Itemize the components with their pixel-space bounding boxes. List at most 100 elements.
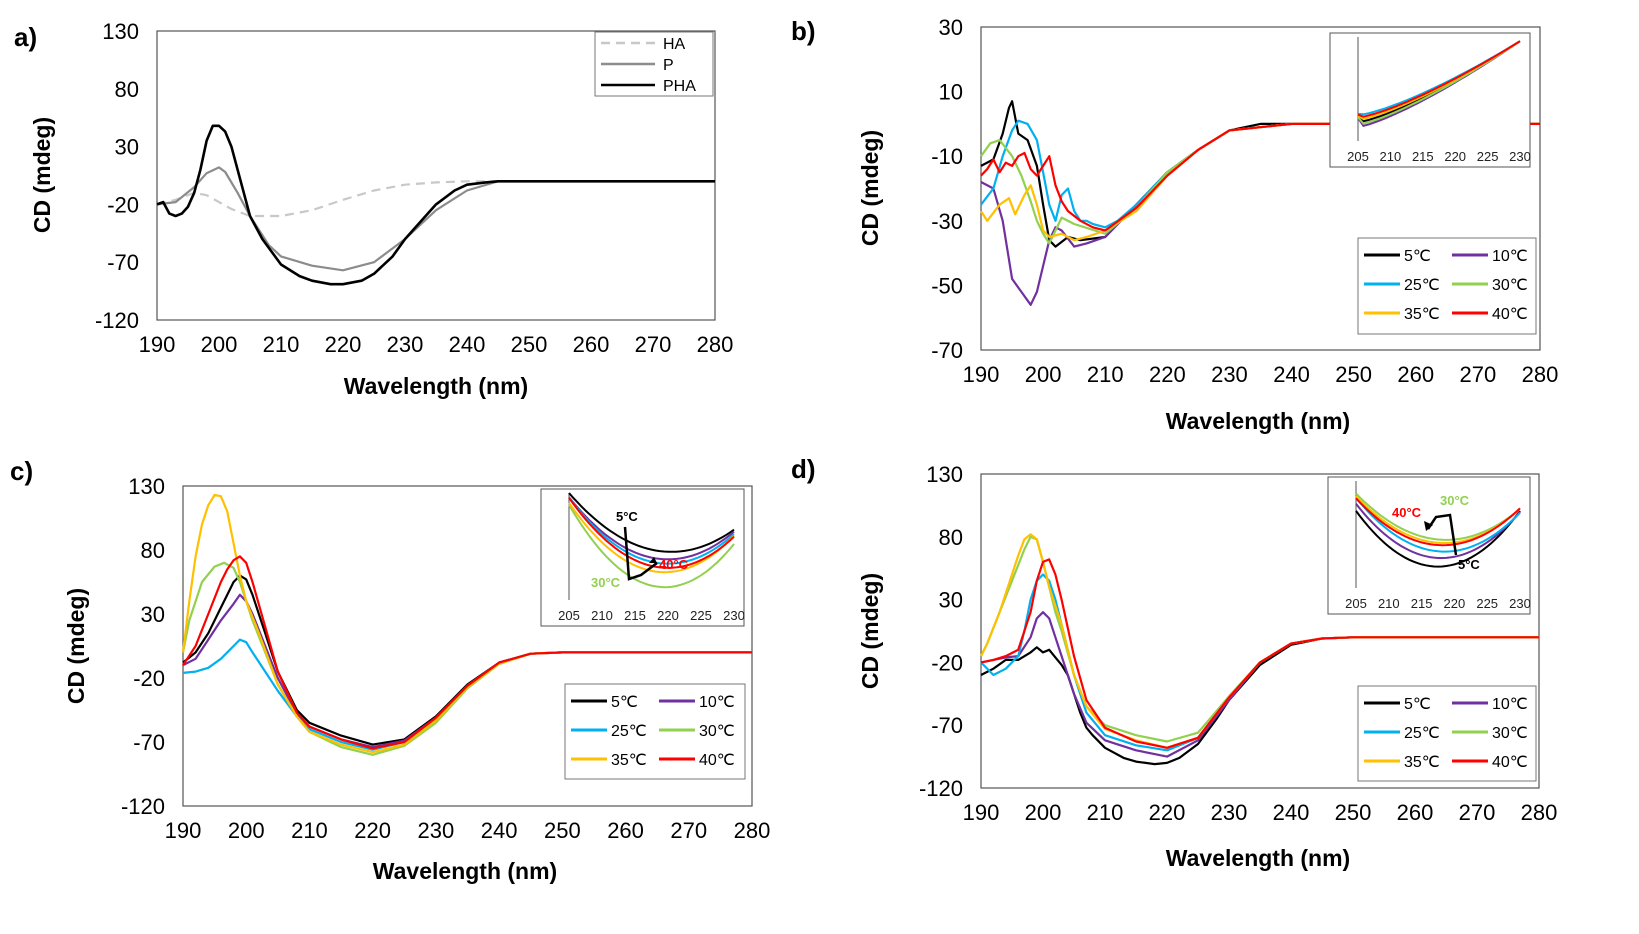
plot-frame bbox=[980, 26, 1541, 351]
y-tick-label: -20 bbox=[931, 650, 963, 675]
x-tick-label: 270 bbox=[1459, 800, 1496, 825]
legend-entry: 30℃ bbox=[1492, 277, 1528, 294]
panel-d: d) -120 -70 -20 30 80 130 190 200 210 220 230 240 250… bbox=[791, 454, 1557, 871]
inset-x-tick-label: 210 bbox=[1380, 149, 1402, 164]
inset-x-tick-label: 230 bbox=[1509, 149, 1531, 164]
x-tick-label: 280 bbox=[697, 332, 734, 357]
legend-entry: 25℃ bbox=[1404, 277, 1440, 294]
x-tick-label: 190 bbox=[165, 818, 202, 843]
y-tick-label: -30 bbox=[931, 209, 963, 234]
inset-plot: 205 210 215 220 225 230 5°C 30°C 40°C bbox=[1327, 476, 1531, 615]
legend-entry: 40℃ bbox=[1492, 306, 1528, 323]
panel-b: b) -70 -50 -30 -10 10 30 190 200 210 220 230 240 250 2… bbox=[791, 15, 1558, 434]
inset-curve-1 bbox=[568, 496, 735, 561]
inset-x-tick-label: 205 bbox=[1347, 149, 1369, 164]
x-tick-label: 270 bbox=[670, 818, 707, 843]
x-tick-label: 190 bbox=[139, 332, 176, 357]
legend-entry: HA bbox=[663, 36, 686, 53]
inset-curve-0 bbox=[1355, 510, 1521, 568]
y-tick-label: 80 bbox=[115, 77, 139, 102]
panel-label: b) bbox=[791, 16, 816, 46]
x-axis-label: Wavelength (nm) bbox=[344, 373, 528, 399]
inset-annotation: 40°C bbox=[1392, 505, 1422, 520]
y-axis-label: CD (mdeg) bbox=[63, 588, 89, 704]
inset-x-tick-label: 225 bbox=[1476, 596, 1498, 611]
x-tick-label: 250 bbox=[1335, 800, 1372, 825]
panel-label: d) bbox=[791, 454, 816, 484]
legend: 5℃ 10℃ 25℃ 30℃ 35℃ 40℃ bbox=[564, 683, 746, 780]
inset-curve-3 bbox=[568, 504, 735, 589]
y-tick-label: -70 bbox=[133, 730, 165, 755]
x-tick-label: 260 bbox=[1397, 362, 1434, 387]
y-axis-label: CD (mdeg) bbox=[29, 117, 55, 233]
x-tick-label: 280 bbox=[1521, 800, 1558, 825]
legend-entry: 5℃ bbox=[1404, 696, 1431, 713]
legend-entry: P bbox=[663, 57, 674, 74]
inset-curve-3 bbox=[1355, 492, 1521, 541]
x-tick-label: 220 bbox=[1149, 362, 1186, 387]
x-tick-label: 230 bbox=[387, 332, 424, 357]
x-tick-label: 270 bbox=[1460, 362, 1497, 387]
y-tick-label: -20 bbox=[107, 192, 139, 217]
x-tick-label: 260 bbox=[1397, 800, 1434, 825]
inset-x-tick-label: 220 bbox=[1444, 596, 1466, 611]
x-tick-label: 210 bbox=[291, 818, 328, 843]
y-tick-label: -20 bbox=[133, 666, 165, 691]
inset-x-tick-label: 210 bbox=[591, 608, 613, 623]
x-axis-label: Wavelength (nm) bbox=[373, 858, 557, 884]
inset-x-tick-label: 205 bbox=[1345, 596, 1367, 611]
series-line-1 bbox=[156, 166, 715, 272]
x-tick-label: 250 bbox=[511, 332, 548, 357]
x-tick-label: 260 bbox=[607, 818, 644, 843]
legend: 5℃ 10℃ 25℃ 30℃ 35℃ 40℃ bbox=[1357, 685, 1537, 782]
legend-entry: 5℃ bbox=[1404, 248, 1431, 265]
inset-arrow bbox=[623, 526, 658, 581]
inset-x-tick-label: 225 bbox=[1477, 149, 1499, 164]
inset-x-tick-label: 230 bbox=[1509, 596, 1531, 611]
inset-curve-5 bbox=[1357, 40, 1521, 118]
y-tick-label: -10 bbox=[931, 144, 963, 169]
legend-entry: 30℃ bbox=[1492, 725, 1528, 742]
inset-curve-5 bbox=[1355, 497, 1521, 547]
x-axis-label: Wavelength (nm) bbox=[1166, 408, 1350, 434]
inset-plot: 205 210 215 220 225 230 bbox=[1329, 32, 1531, 168]
series-group bbox=[156, 124, 715, 286]
inset-x-tick-label: 210 bbox=[1378, 596, 1400, 611]
x-tick-label: 250 bbox=[1335, 362, 1372, 387]
x-tick-label: 190 bbox=[963, 362, 1000, 387]
x-tick-label: 190 bbox=[963, 800, 1000, 825]
y-tick-label: -70 bbox=[931, 713, 963, 738]
panel-a: a) -120 -70 -20 30 80 130 190 200 210 220 230 240 250… bbox=[14, 19, 733, 399]
series-line-5 bbox=[980, 122, 1540, 232]
legend-entry: PHA bbox=[663, 78, 696, 95]
x-axis-label: Wavelength (nm) bbox=[1166, 845, 1350, 871]
y-axis-label: CD (mdeg) bbox=[857, 573, 883, 689]
y-tick-label: -70 bbox=[931, 338, 963, 363]
legend-entry: 30℃ bbox=[699, 723, 735, 740]
y-tick-label: 30 bbox=[939, 15, 963, 40]
inset-arrow bbox=[1426, 513, 1458, 556]
x-tick-label: 230 bbox=[1211, 362, 1248, 387]
legend: 5℃ 10℃ 25℃ 30℃ 35℃ 40℃ bbox=[1357, 237, 1537, 335]
inset-x-tick-label: 215 bbox=[1412, 149, 1434, 164]
inset-annotation: 40°C bbox=[659, 557, 689, 572]
x-tick-label: 240 bbox=[1273, 800, 1310, 825]
panel-label: c) bbox=[10, 456, 33, 486]
plot-frame bbox=[156, 30, 716, 321]
y-tick-label: -120 bbox=[121, 794, 165, 819]
inset-x-tick-label: 220 bbox=[1444, 149, 1466, 164]
inset-plot: 205 210 215 220 225 230 5°C 30°C 40°C bbox=[540, 488, 745, 627]
series-line-5 bbox=[980, 558, 1539, 749]
inset-arrowhead bbox=[1424, 521, 1433, 531]
panel-c: c) -120 -70 -20 30 80 130 190 200 210 220 230 240 250… bbox=[10, 456, 770, 884]
y-tick-label: 130 bbox=[926, 462, 963, 487]
legend-entry: 40℃ bbox=[1492, 754, 1528, 771]
series-line-0 bbox=[156, 180, 715, 218]
y-tick-label: -70 bbox=[107, 250, 139, 275]
inset-annotation: 5°C bbox=[1458, 557, 1480, 572]
x-tick-label: 250 bbox=[544, 818, 581, 843]
series-group bbox=[980, 533, 1539, 766]
y-tick-label: -50 bbox=[931, 273, 963, 298]
y-tick-label: 10 bbox=[939, 80, 963, 105]
